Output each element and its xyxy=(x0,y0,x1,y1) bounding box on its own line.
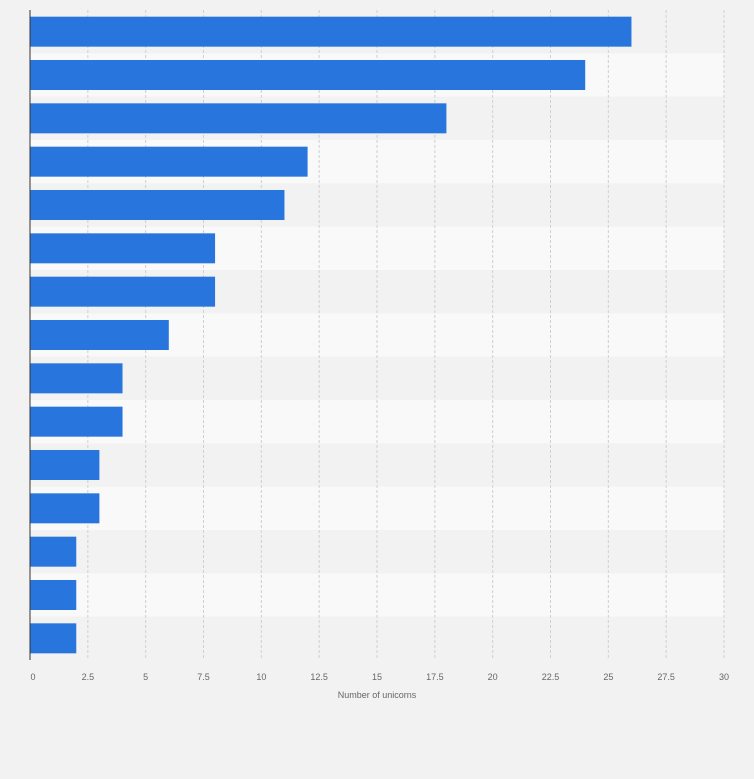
x-tick-label: 7.5 xyxy=(197,672,210,682)
bar xyxy=(30,103,447,134)
x-tick-label: 27.5 xyxy=(657,672,675,682)
bar xyxy=(30,276,216,307)
bar xyxy=(30,580,77,610)
x-tick-label: 20 xyxy=(488,672,498,682)
x-tick-label: 15 xyxy=(372,672,382,682)
bar xyxy=(30,233,216,264)
x-tick-label: 25 xyxy=(603,672,613,682)
bar xyxy=(30,406,123,437)
bar xyxy=(30,493,100,524)
x-tick-label: 30 xyxy=(719,672,729,682)
bar xyxy=(30,190,285,220)
row-band xyxy=(30,616,724,660)
x-tick-label: 17.5 xyxy=(426,672,444,682)
x-tick-labels: 0 2.5 5 7.5 10 12.5 15 17.5 20 22.5 25 27.5 30 xyxy=(30,672,729,682)
bars xyxy=(30,16,632,654)
bar xyxy=(30,16,632,47)
bar xyxy=(30,623,77,654)
x-tick-label: 10 xyxy=(256,672,266,682)
bar xyxy=(30,146,308,177)
row-band xyxy=(30,486,724,530)
x-axis-label: Number of unicorns xyxy=(338,690,417,700)
bar xyxy=(30,363,123,394)
x-tick-label: 2.5 xyxy=(82,672,95,682)
x-tick-label: 5 xyxy=(143,672,148,682)
bar xyxy=(30,320,169,350)
bar xyxy=(30,450,100,480)
x-tick-label: 12.5 xyxy=(310,672,328,682)
row-band xyxy=(30,356,724,400)
x-tick-label: 22.5 xyxy=(542,672,560,682)
bar xyxy=(30,60,586,90)
x-tick-label: 0 xyxy=(30,672,35,682)
bar xyxy=(30,536,77,567)
